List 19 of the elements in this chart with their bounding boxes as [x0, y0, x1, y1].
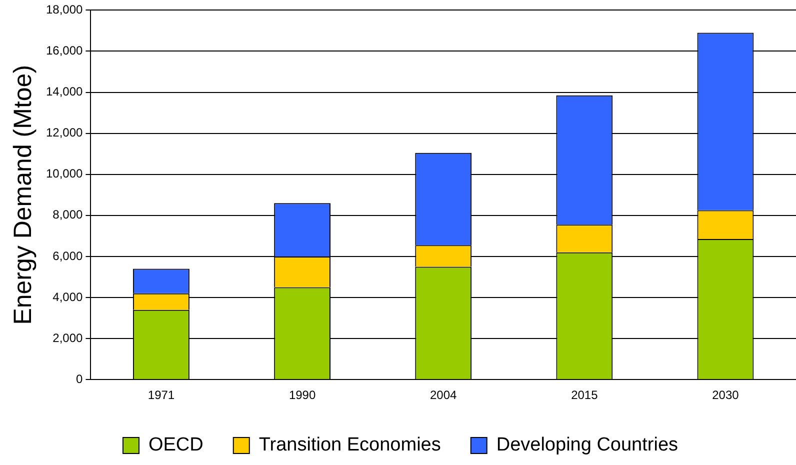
- y-tick-label: 12,000: [46, 126, 84, 140]
- y-tick-label: 14,000: [46, 84, 84, 99]
- x-tick-label: 2030: [712, 388, 740, 402]
- y-axis-title: Energy Demand (Mtoe): [8, 64, 37, 325]
- y-tick-label: 10,000: [46, 166, 84, 181]
- x-tick-label: 2004: [430, 388, 458, 402]
- legend-label: Developing Countries: [496, 434, 678, 456]
- y-tick-label: 8,000: [52, 208, 84, 222]
- y-tick-label: 4,000: [52, 290, 84, 304]
- legend-label: Transition Economies: [258, 434, 441, 456]
- y-tick-label: 2,000: [52, 330, 84, 345]
- x-tick-label: 2015: [571, 388, 598, 402]
- y-tick-label: 0: [76, 372, 84, 386]
- x-tick-label: 1971: [148, 388, 175, 402]
- y-tick-label: 6,000: [52, 248, 84, 263]
- x-tick-label: 1990: [288, 388, 316, 402]
- y-tick-label: 18,000: [46, 2, 84, 17]
- legend-label: OECD: [148, 434, 204, 456]
- y-tick-label: 16,000: [46, 44, 84, 58]
